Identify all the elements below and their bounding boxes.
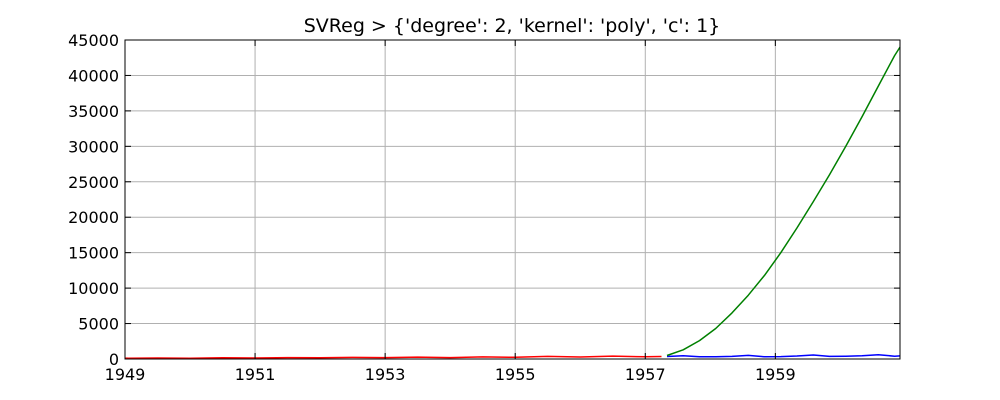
x-tick-label: 1959 [755, 365, 796, 384]
chart-title: SVReg > {'degree': 2, 'kernel': 'poly', … [304, 15, 721, 37]
y-tick-label: 15000 [68, 244, 119, 263]
y-tick-label: 0 [109, 350, 119, 369]
series-layer [124, 46, 901, 359]
series-line-3 [666, 46, 901, 357]
x-tick-label: 1951 [235, 365, 276, 384]
y-tick-label: 45000 [68, 31, 119, 50]
grid-layer [124, 39, 900, 360]
y-tick-label: 25000 [68, 173, 119, 192]
x-tick-label: 1955 [495, 365, 536, 384]
y-tick-label: 30000 [68, 137, 119, 156]
x-tick-label: 1949 [105, 365, 146, 384]
series-line-1 [124, 355, 662, 359]
plot-frame [124, 39, 901, 360]
x-tick-label: 1957 [625, 365, 666, 384]
y-tick-label: 5000 [78, 315, 119, 334]
axis-layer: 1949 1951 1953 1955 1957 1959 0 5000 10000 15000 2… [68, 31, 900, 384]
series-line-2 [666, 353, 901, 358]
y-tick-label: 10000 [68, 279, 119, 298]
x-tick-label: 1953 [365, 365, 406, 384]
y-tick-label: 40000 [68, 66, 119, 85]
y-tick-label: 20000 [68, 208, 119, 227]
y-tick-label: 35000 [68, 102, 119, 121]
